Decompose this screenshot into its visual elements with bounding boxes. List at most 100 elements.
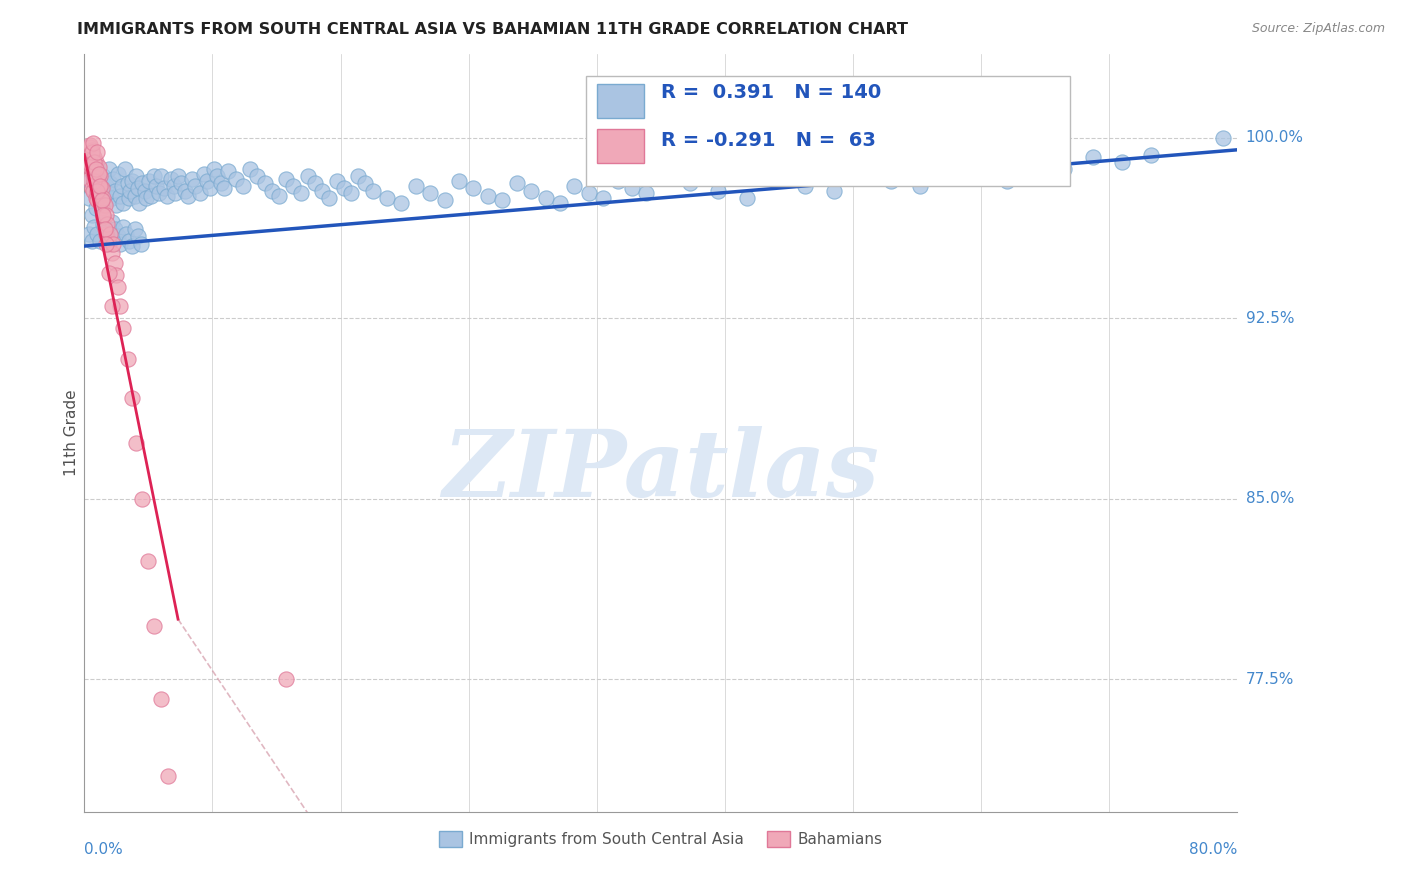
Point	[121, 391, 143, 405]
Point	[170, 177, 193, 191]
Point	[121, 174, 143, 188]
Point	[304, 177, 326, 191]
Point	[193, 167, 215, 181]
Point	[110, 236, 132, 251]
Point	[1025, 157, 1047, 171]
Point	[100, 246, 122, 260]
Point	[91, 191, 114, 205]
Point	[606, 174, 628, 188]
Point	[239, 162, 262, 177]
Point	[491, 194, 513, 208]
Point	[84, 191, 107, 205]
Text: IMMIGRANTS FROM SOUTH CENTRAL ASIA VS BAHAMIAN 11TH GRADE CORRELATION CHART: IMMIGRANTS FROM SOUTH CENTRAL ASIA VS BA…	[77, 22, 908, 37]
Point	[87, 160, 110, 174]
Point	[967, 167, 990, 181]
Point	[592, 191, 614, 205]
Point	[131, 177, 153, 191]
Point	[181, 171, 204, 186]
Point	[174, 184, 197, 198]
Point	[125, 169, 148, 184]
Point	[96, 218, 118, 232]
Point	[91, 218, 114, 232]
Point	[135, 191, 157, 205]
Text: R = -0.291   N =  63: R = -0.291 N = 63	[661, 131, 876, 150]
Point	[89, 169, 111, 184]
Point	[198, 181, 221, 195]
Y-axis label: 11th Grade: 11th Grade	[63, 389, 79, 476]
Point	[145, 178, 167, 193]
Point	[79, 160, 101, 174]
Point	[134, 184, 156, 198]
Text: Source: ZipAtlas.com: Source: ZipAtlas.com	[1251, 22, 1385, 36]
Point	[89, 178, 111, 193]
Point	[124, 188, 146, 202]
Point	[823, 184, 845, 198]
Point	[177, 188, 200, 202]
Point	[534, 191, 557, 205]
Point	[104, 256, 127, 270]
Point	[564, 178, 586, 193]
Point	[79, 138, 101, 153]
Point	[205, 169, 228, 184]
Point	[142, 619, 165, 633]
FancyBboxPatch shape	[586, 77, 1070, 186]
Point	[84, 154, 107, 169]
Point	[83, 219, 105, 234]
Point	[290, 186, 312, 201]
Point	[104, 222, 127, 236]
Point	[276, 171, 298, 186]
Point	[165, 853, 187, 867]
Point	[621, 181, 644, 195]
Bar	[598, 84, 644, 118]
Point	[333, 181, 356, 195]
Point	[100, 299, 122, 313]
Point	[103, 236, 124, 251]
Point	[361, 184, 384, 198]
Point	[105, 198, 128, 212]
Point	[139, 188, 162, 202]
Point	[84, 162, 107, 177]
Point	[707, 184, 730, 198]
Point	[1212, 130, 1234, 145]
Point	[794, 178, 817, 193]
Point	[90, 198, 112, 212]
Point	[94, 236, 117, 251]
Point	[93, 198, 115, 212]
Point	[107, 280, 129, 294]
Point	[1111, 154, 1133, 169]
Text: R =  0.391   N = 140: R = 0.391 N = 140	[661, 84, 882, 103]
Point	[86, 227, 108, 241]
Point	[506, 177, 529, 191]
Point	[419, 186, 441, 201]
Point	[98, 227, 121, 241]
Point	[110, 299, 132, 313]
Point	[87, 171, 110, 186]
Point	[1083, 150, 1105, 164]
Point	[354, 177, 377, 191]
Point	[318, 191, 340, 205]
Point	[82, 164, 104, 178]
Point	[87, 188, 110, 202]
Point	[107, 167, 129, 181]
Point	[93, 222, 115, 236]
Point	[148, 186, 170, 201]
Point	[391, 195, 413, 210]
Point	[80, 145, 103, 160]
Point	[124, 222, 146, 236]
Text: 100.0%: 100.0%	[1246, 130, 1303, 145]
Point	[118, 191, 141, 205]
Point	[80, 208, 103, 222]
Point	[97, 236, 120, 251]
Point	[520, 184, 543, 198]
Point	[852, 167, 875, 181]
Point	[347, 169, 370, 184]
Point	[86, 184, 108, 198]
Point	[650, 169, 672, 184]
Point	[83, 154, 105, 169]
Point	[938, 162, 960, 177]
Point	[253, 177, 276, 191]
Point	[100, 215, 122, 229]
Point	[91, 208, 114, 222]
Point	[160, 171, 183, 186]
Point	[127, 181, 149, 195]
